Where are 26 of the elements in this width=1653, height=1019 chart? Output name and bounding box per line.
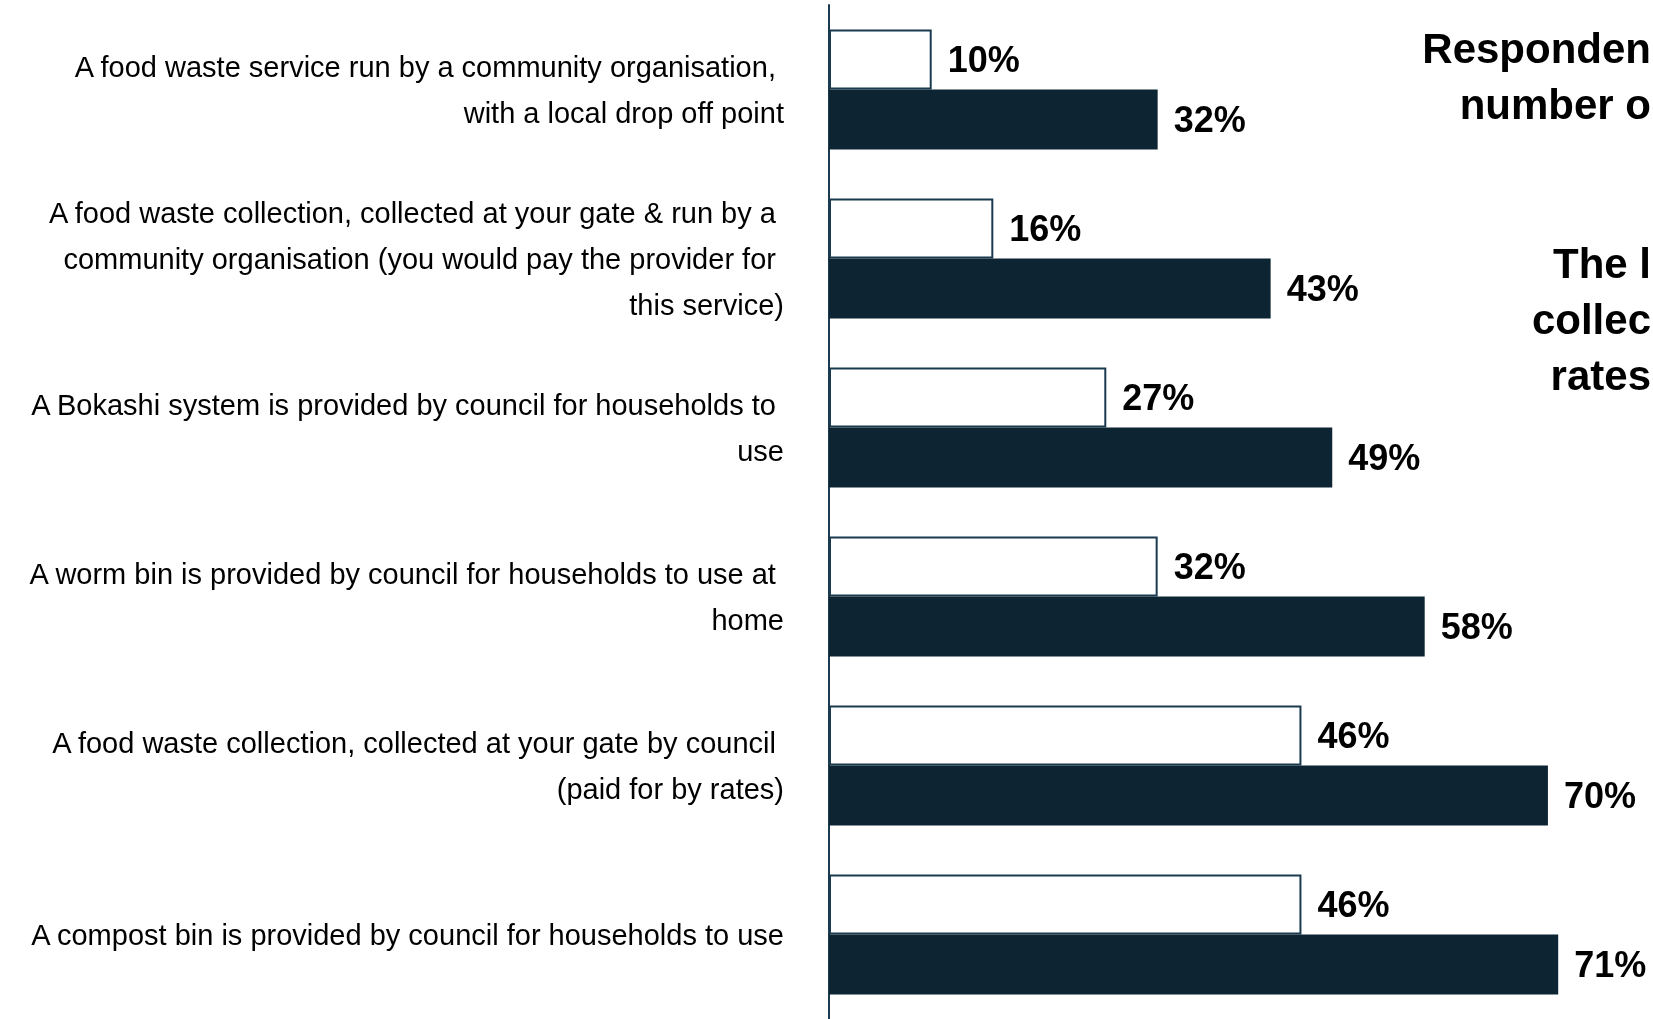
data-label: 27% bbox=[1122, 377, 1195, 418]
data-label: 10% bbox=[947, 39, 1020, 80]
data-label: 58% bbox=[1440, 606, 1513, 647]
y-tick-label: A food waste collection, collected at your gate by council (paid for by rates) bbox=[52, 726, 784, 805]
y-tick-label: A Bokashi system is provided by council for households to use bbox=[31, 388, 784, 467]
y-tick-label: A food waste collection, collected at your gate & run by a community organisation (you would pay the provider for this service) bbox=[48, 196, 784, 321]
annotation: The l collec rates bbox=[1531, 239, 1651, 399]
data-label: 32% bbox=[1173, 546, 1246, 587]
bar bbox=[829, 765, 1548, 826]
annotation: Responden number o bbox=[1422, 24, 1651, 128]
data-label: 49% bbox=[1348, 437, 1421, 478]
data-label: 32% bbox=[1173, 99, 1246, 140]
data-label: 43% bbox=[1286, 268, 1359, 309]
data-label: 46% bbox=[1317, 715, 1390, 756]
bar bbox=[829, 427, 1333, 488]
y-tick-label: A worm bin is provided by council for households to use at home bbox=[29, 557, 784, 636]
data-label: 16% bbox=[1009, 208, 1082, 249]
bar bbox=[829, 258, 1271, 319]
data-label: 70% bbox=[1563, 775, 1636, 816]
data-label: 46% bbox=[1317, 884, 1390, 925]
bar bbox=[829, 934, 1559, 995]
bar bbox=[829, 596, 1425, 657]
data-label: 71% bbox=[1574, 944, 1647, 985]
y-tick-label: A compost bin is provided by council for households to use bbox=[31, 918, 784, 951]
bar bbox=[829, 89, 1158, 150]
y-tick-label: A food waste service run by a community organisation, with a local drop off point bbox=[74, 50, 784, 129]
